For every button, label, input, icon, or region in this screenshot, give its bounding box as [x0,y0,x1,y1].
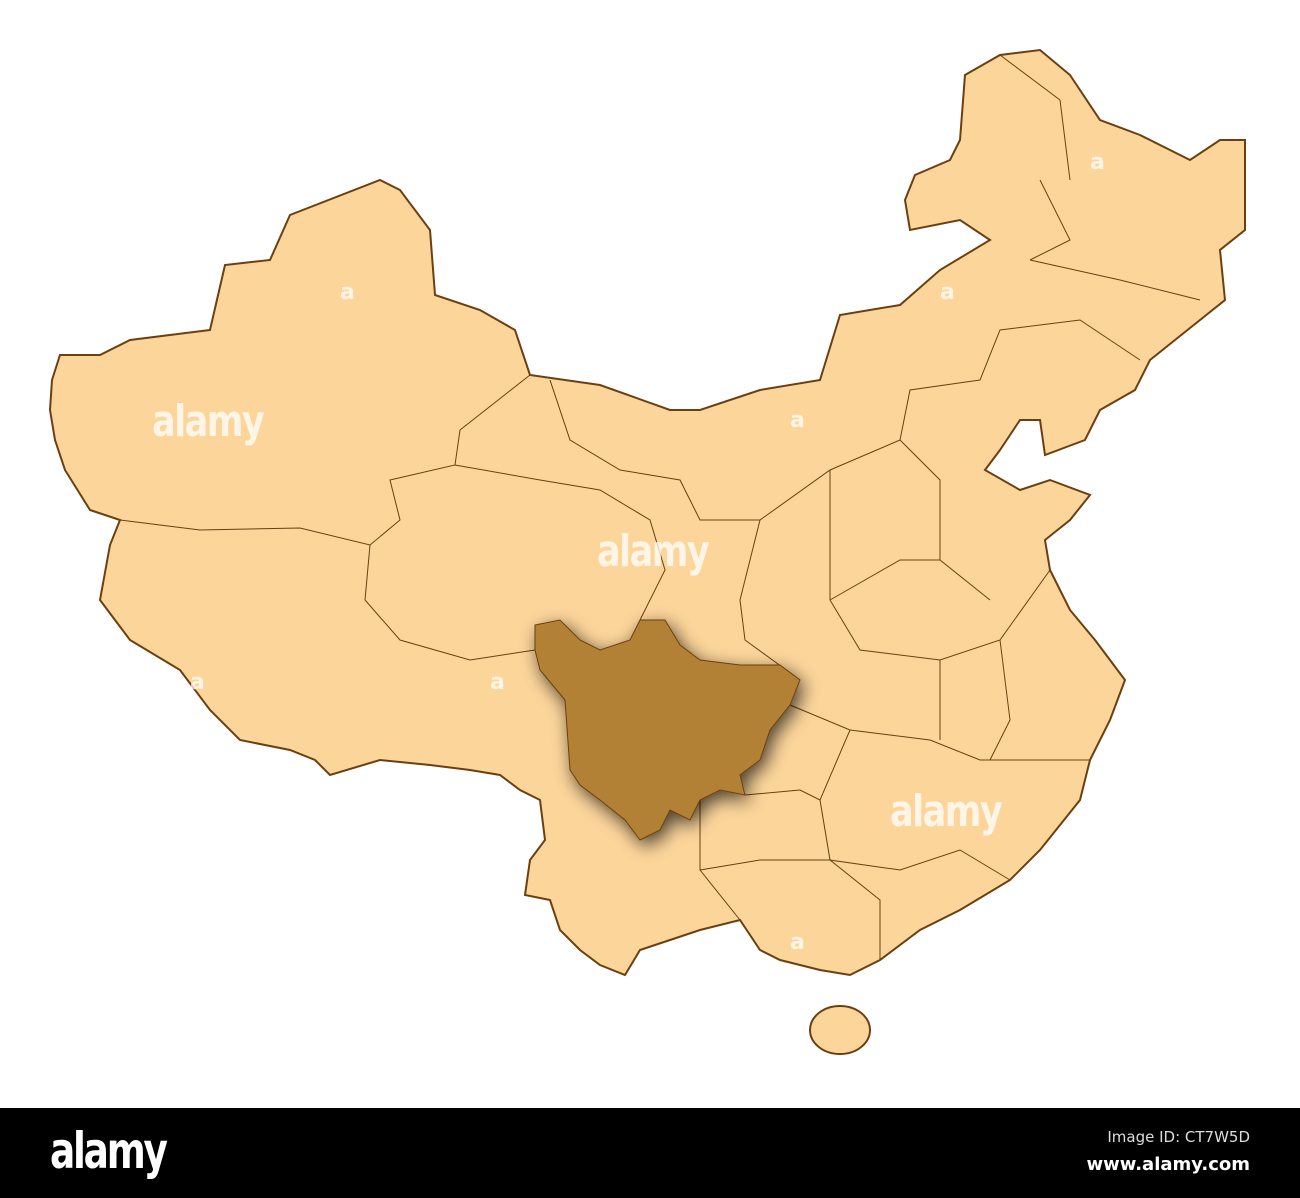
china-mainland [48,48,1246,977]
watermark: a [190,670,205,695]
china-map [48,48,1246,1055]
watermark: alamy [152,396,265,447]
watermark: alamy [597,526,710,577]
hainan-island [809,1005,871,1055]
watermark: a [790,408,805,433]
footer-bar: alamy Image ID: CT7W5D www.alamy.com [0,1108,1300,1198]
site-url[interactable]: www.alamy.com [1086,1154,1250,1175]
alamy-logo[interactable]: alamy [50,1122,168,1180]
watermark: a [490,670,505,695]
image-id: Image ID: CT7W5D [1107,1128,1250,1146]
watermark: a [1090,150,1105,175]
watermark: alamy [890,786,1003,837]
province-borders [119,54,1201,960]
sichuan-province[interactable] [534,619,801,841]
watermark: a [340,280,355,305]
watermark: a [940,280,955,305]
watermark: a [790,930,805,955]
